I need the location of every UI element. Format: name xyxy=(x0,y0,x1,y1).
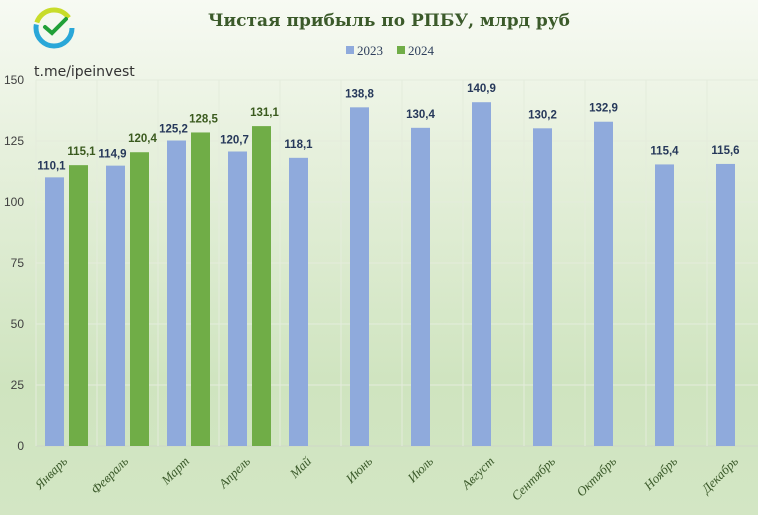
data-label-2023: 115,4 xyxy=(650,145,679,157)
data-label-2023: 138,8 xyxy=(345,88,374,100)
bar-2023 xyxy=(411,127,430,446)
sber-logo xyxy=(33,7,75,49)
watermark: t.me/ipeinvest xyxy=(34,64,135,80)
y-tick-label: 150 xyxy=(4,73,24,87)
y-tick-label: 125 xyxy=(4,134,24,148)
data-label-2023: 110,1 xyxy=(37,160,66,172)
data-label-2024: 120,4 xyxy=(128,133,157,145)
data-label-2024: 131,1 xyxy=(250,107,279,119)
legend-label-2023: 2023 xyxy=(357,43,383,58)
bar-2024 xyxy=(191,132,210,446)
y-tick-label: 25 xyxy=(11,378,25,392)
data-label-2023: 130,2 xyxy=(528,109,557,121)
bar-2023 xyxy=(350,107,369,446)
legend-swatch-2023 xyxy=(346,46,354,54)
bar-2023 xyxy=(655,164,674,446)
x-tick-label: Июнь xyxy=(342,453,375,486)
y-tick-label: 0 xyxy=(17,439,24,453)
bar-2024 xyxy=(252,126,271,446)
bar-2023 xyxy=(289,157,308,446)
y-tick-label: 75 xyxy=(11,256,25,270)
legend: 2023 2024 xyxy=(346,43,435,58)
legend-label-2024: 2024 xyxy=(408,43,435,58)
data-label-2024: 115,1 xyxy=(67,146,96,158)
data-label-2023: 125,2 xyxy=(159,124,188,136)
legend-swatch-2024 xyxy=(397,46,405,54)
x-tick-label: Март xyxy=(158,454,193,489)
x-tick-label: Ноябрь xyxy=(640,453,680,493)
data-label-2023: 132,9 xyxy=(589,103,618,115)
data-label-2023: 130,4 xyxy=(406,109,435,121)
y-tick-label: 100 xyxy=(4,195,24,209)
bar-2024 xyxy=(69,165,88,446)
data-label-2023: 115,6 xyxy=(711,145,739,157)
data-label-2023: 118,1 xyxy=(284,139,313,151)
x-tick-label: Июль xyxy=(404,453,436,485)
x-tick-label: Январь xyxy=(31,453,70,492)
bar-2023 xyxy=(228,151,247,446)
data-label-2024: 128,5 xyxy=(189,113,218,125)
data-label-2023: 114,9 xyxy=(98,149,126,161)
x-tick-label: Февраль xyxy=(88,453,132,497)
bar-2023 xyxy=(167,140,186,446)
x-tick-label: Август xyxy=(458,454,497,493)
x-tick-label: Октябрь xyxy=(573,453,619,499)
bar-2023 xyxy=(594,121,613,446)
x-tick-label: Декабрь xyxy=(697,453,741,497)
bar-2023 xyxy=(106,165,125,447)
x-tick-label: Апрель xyxy=(215,453,253,491)
bar-2024 xyxy=(130,152,149,446)
bar-2023 xyxy=(45,177,64,446)
y-tick-label: 50 xyxy=(11,317,25,331)
x-tick-label: Май xyxy=(286,453,314,481)
x-tick-label: Сентябрь xyxy=(508,453,558,503)
bar-2023 xyxy=(472,102,491,446)
data-label-2023: 140,9 xyxy=(467,83,496,95)
bar-2023 xyxy=(716,163,735,446)
chart-title: Чистая прибыль по РПБУ, млрд руб xyxy=(208,11,570,31)
bar-2023 xyxy=(533,128,552,446)
data-label-2023: 120,7 xyxy=(220,134,249,146)
